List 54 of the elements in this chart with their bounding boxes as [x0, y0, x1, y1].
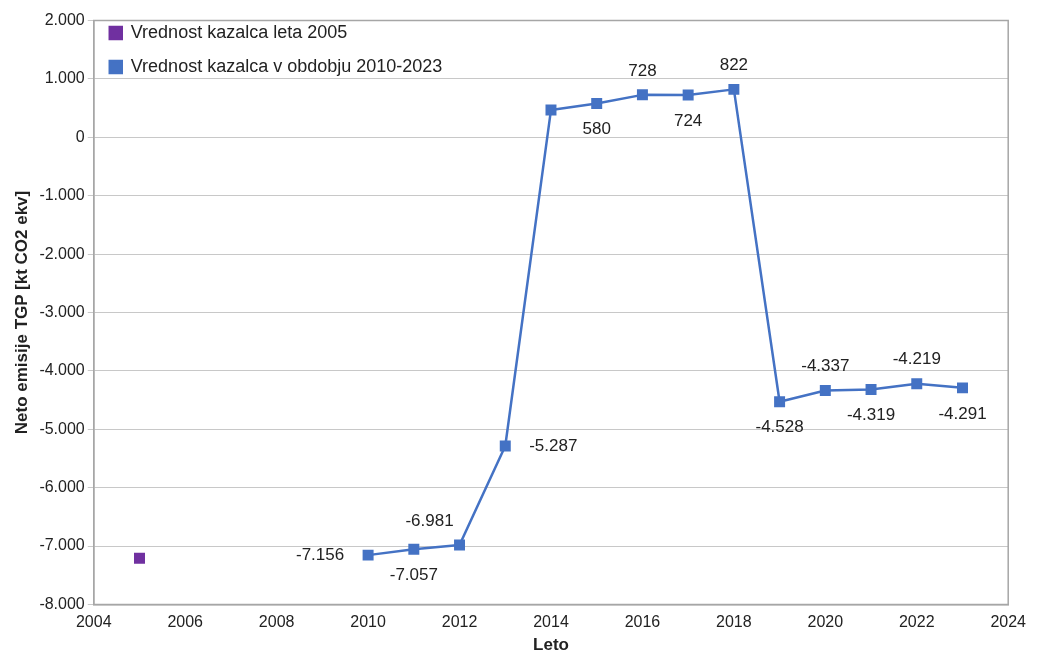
- x-axis-title: Leto: [533, 635, 569, 655]
- data-label: -4.319: [846, 405, 896, 425]
- point: [865, 384, 877, 395]
- y-tick-label: -5.000: [39, 419, 85, 437]
- x-tick-label: 2016: [624, 613, 661, 631]
- y-tick-label: -7.000: [39, 536, 85, 554]
- y-tick-label: -8.000: [39, 594, 85, 612]
- data-label: -7.057: [389, 565, 438, 585]
- point: [819, 385, 831, 397]
- x-tick-label: 2020: [807, 613, 844, 631]
- point: [682, 89, 694, 101]
- y-tick-label: -6.000: [39, 478, 85, 496]
- x-tick-label: 2018: [716, 613, 752, 631]
- y-tick-label: -2.000: [39, 244, 85, 262]
- x-tick-label: 2008: [258, 613, 295, 631]
- data-label: -7.156: [296, 544, 345, 564]
- y-tick-label: -1.000: [39, 186, 85, 204]
- point: [911, 378, 923, 390]
- y-tick-label: 0: [75, 127, 85, 145]
- point: [362, 549, 374, 561]
- point: [499, 440, 511, 452]
- data-label: 728: [628, 60, 657, 80]
- y-tick-label: -3.000: [39, 302, 85, 320]
- data-label: 580: [582, 119, 611, 139]
- y-tick-label: 1.000: [44, 69, 85, 87]
- x-tick-label: 2014: [533, 613, 569, 631]
- x-tick-label: 2006: [167, 613, 204, 631]
- data-label: -4.219: [892, 349, 941, 369]
- data-label: -4.528: [755, 417, 804, 437]
- x-tick-label: 2022: [898, 613, 935, 631]
- y-tick-label: 2.000: [44, 11, 85, 29]
- data-label: -5.287: [529, 435, 578, 455]
- x-tick-label: 2004: [75, 613, 112, 631]
- point: [591, 98, 603, 109]
- legend-label: Vrednost kazalca leta 2005: [130, 21, 348, 42]
- data-label: -4.291: [938, 403, 987, 423]
- data-label: 724: [673, 110, 703, 130]
- x-tick-label: 2010: [350, 613, 386, 631]
- data-label: 822: [719, 55, 749, 75]
- point: [774, 396, 786, 408]
- point: [454, 539, 466, 551]
- point: [545, 104, 557, 116]
- legend-label: Vrednost kazalca v obdobju 2010-2023: [130, 55, 443, 76]
- point: [636, 89, 648, 101]
- y-axis-title: Neto emisije TGP [kt CO2 ekv]: [11, 190, 31, 435]
- y-tick-label: -4.000: [39, 361, 85, 379]
- x-tick-label: 2012: [441, 613, 478, 631]
- point: [408, 543, 420, 555]
- x-tick-label: 2024: [990, 613, 1027, 631]
- point: [134, 552, 145, 564]
- data-label: -6.981: [405, 510, 454, 530]
- point: [956, 382, 968, 394]
- data-label: -4.337: [801, 356, 850, 376]
- point: [728, 83, 740, 95]
